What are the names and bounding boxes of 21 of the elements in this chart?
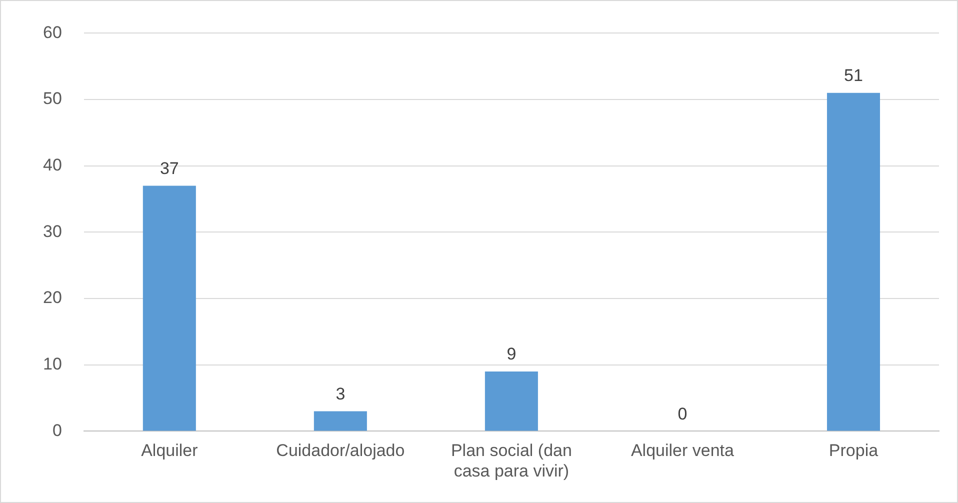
data-label: 3 xyxy=(336,384,346,404)
x-tick-label: Cuidador/alojado xyxy=(276,441,405,460)
x-tick-label: Alquiler venta xyxy=(630,441,735,460)
data-label: 51 xyxy=(844,66,863,86)
y-tick-label: 10 xyxy=(42,354,62,374)
bar xyxy=(142,186,196,431)
data-label: 0 xyxy=(678,404,688,424)
y-tick-label: 20 xyxy=(42,288,62,308)
x-tick-label: Plan social (dan casa para vivir) xyxy=(450,441,572,480)
bar xyxy=(826,92,880,431)
x-tick-label: Propia xyxy=(828,441,879,460)
y-tick-label: 40 xyxy=(42,156,62,175)
x-tick-label: Alquiler xyxy=(141,441,198,460)
bar xyxy=(314,411,367,431)
y-tick-label: 30 xyxy=(42,222,62,241)
y-tick-label: 50 xyxy=(42,89,62,108)
data-label: 37 xyxy=(160,158,179,178)
data-label: 9 xyxy=(506,344,516,364)
y-tick-label: 0 xyxy=(52,420,62,440)
y-tick-label: 60 xyxy=(42,22,62,42)
bar xyxy=(484,372,538,431)
